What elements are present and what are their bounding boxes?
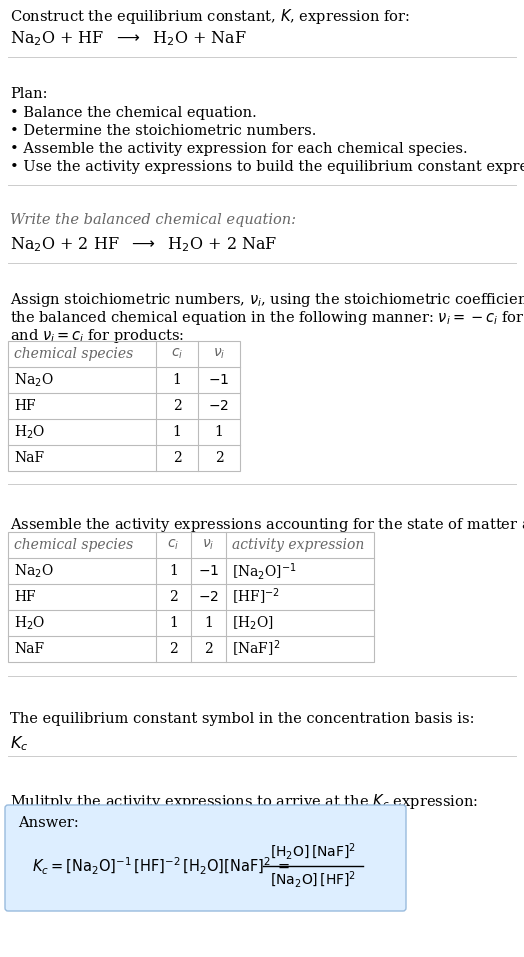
Text: $K_c = [\mathrm{Na_2O}]^{-1}\,[\mathrm{HF}]^{-2}\,[\mathrm{H_2O}][\mathrm{NaF}]^: $K_c = [\mathrm{Na_2O}]^{-1}\,[\mathrm{H… [32,856,290,877]
Text: HF: HF [14,399,36,413]
Text: 1: 1 [169,616,178,630]
Text: NaF: NaF [14,451,44,465]
Text: Na$_2$O + HF  $\longrightarrow$  H$_2$O + NaF: Na$_2$O + HF $\longrightarrow$ H$_2$O + … [10,29,247,48]
Text: 2: 2 [172,399,181,413]
Text: $[\mathrm{Na_2O}]\,[\mathrm{HF}]^2$: $[\mathrm{Na_2O}]\,[\mathrm{HF}]^2$ [270,870,356,890]
Text: Assemble the activity expressions accounting for the state of matter and $\nu_i$: Assemble the activity expressions accoun… [10,516,524,534]
Text: $-2$: $-2$ [209,399,230,413]
Text: $\nu_i$: $\nu_i$ [213,346,225,361]
Text: • Determine the stoichiometric numbers.: • Determine the stoichiometric numbers. [10,124,316,138]
Text: Construct the equilibrium constant, $K$, expression for:: Construct the equilibrium constant, $K$,… [10,7,410,26]
Text: chemical species: chemical species [14,347,133,361]
FancyBboxPatch shape [5,805,406,911]
Text: 1: 1 [169,564,178,578]
Text: 1: 1 [204,616,213,630]
Text: 1: 1 [214,425,223,439]
Text: $-1$: $-1$ [209,373,230,387]
Text: Na$_2$O + 2 HF  $\longrightarrow$  H$_2$O + 2 NaF: Na$_2$O + 2 HF $\longrightarrow$ H$_2$O … [10,235,278,254]
Text: HF: HF [14,590,36,604]
Text: $c_i$: $c_i$ [167,538,180,552]
Text: The equilibrium constant symbol in the concentration basis is:: The equilibrium constant symbol in the c… [10,712,475,726]
Text: Answer:: Answer: [18,816,79,830]
Text: 1: 1 [172,425,181,439]
Text: [NaF]$^2$: [NaF]$^2$ [232,639,280,659]
Text: • Assemble the activity expression for each chemical species.: • Assemble the activity expression for e… [10,142,467,156]
Text: the balanced chemical equation in the following manner: $\nu_i = -c_i$ for react: the balanced chemical equation in the fo… [10,309,524,327]
Text: NaF: NaF [14,642,44,656]
Text: • Balance the chemical equation.: • Balance the chemical equation. [10,106,257,120]
Text: $-2$: $-2$ [198,590,219,604]
Bar [8,341,240,471]
Text: 1: 1 [172,373,181,387]
Text: H$_2$O: H$_2$O [14,423,45,441]
Text: • Use the activity expressions to build the equilibrium constant expression.: • Use the activity expressions to build … [10,160,524,174]
Text: and $\nu_i = c_i$ for products:: and $\nu_i = c_i$ for products: [10,327,184,345]
Text: Na$_2$O: Na$_2$O [14,563,53,580]
Text: H$_2$O: H$_2$O [14,614,45,632]
Text: Assign stoichiometric numbers, $\nu_i$, using the stoichiometric coefficients, $: Assign stoichiometric numbers, $\nu_i$, … [10,291,524,309]
Text: 2: 2 [204,642,213,656]
Text: 2: 2 [169,642,178,656]
Text: $c_i$: $c_i$ [171,346,183,361]
Bar [8,532,374,662]
Text: 2: 2 [172,451,181,465]
Text: Plan:: Plan: [10,87,48,101]
Text: 2: 2 [169,590,178,604]
Text: Na$_2$O: Na$_2$O [14,371,53,389]
Text: [H$_2$O]: [H$_2$O] [232,614,274,632]
Text: Mulitply the activity expressions to arrive at the $K_c$ expression:: Mulitply the activity expressions to arr… [10,792,478,811]
Text: $-1$: $-1$ [198,564,219,578]
Text: $\nu_i$: $\nu_i$ [202,538,215,552]
Text: 2: 2 [215,451,223,465]
Text: $K_c$: $K_c$ [10,734,28,753]
Text: $[\mathrm{H_2O}]\,[\mathrm{NaF}]^2$: $[\mathrm{H_2O}]\,[\mathrm{NaF}]^2$ [270,842,356,862]
Text: Write the balanced chemical equation:: Write the balanced chemical equation: [10,213,296,227]
Text: [HF]$^{-2}$: [HF]$^{-2}$ [232,587,280,607]
Text: [Na$_2$O]$^{-1}$: [Na$_2$O]$^{-1}$ [232,561,297,582]
Text: chemical species: chemical species [14,538,133,552]
Text: activity expression: activity expression [232,538,364,552]
